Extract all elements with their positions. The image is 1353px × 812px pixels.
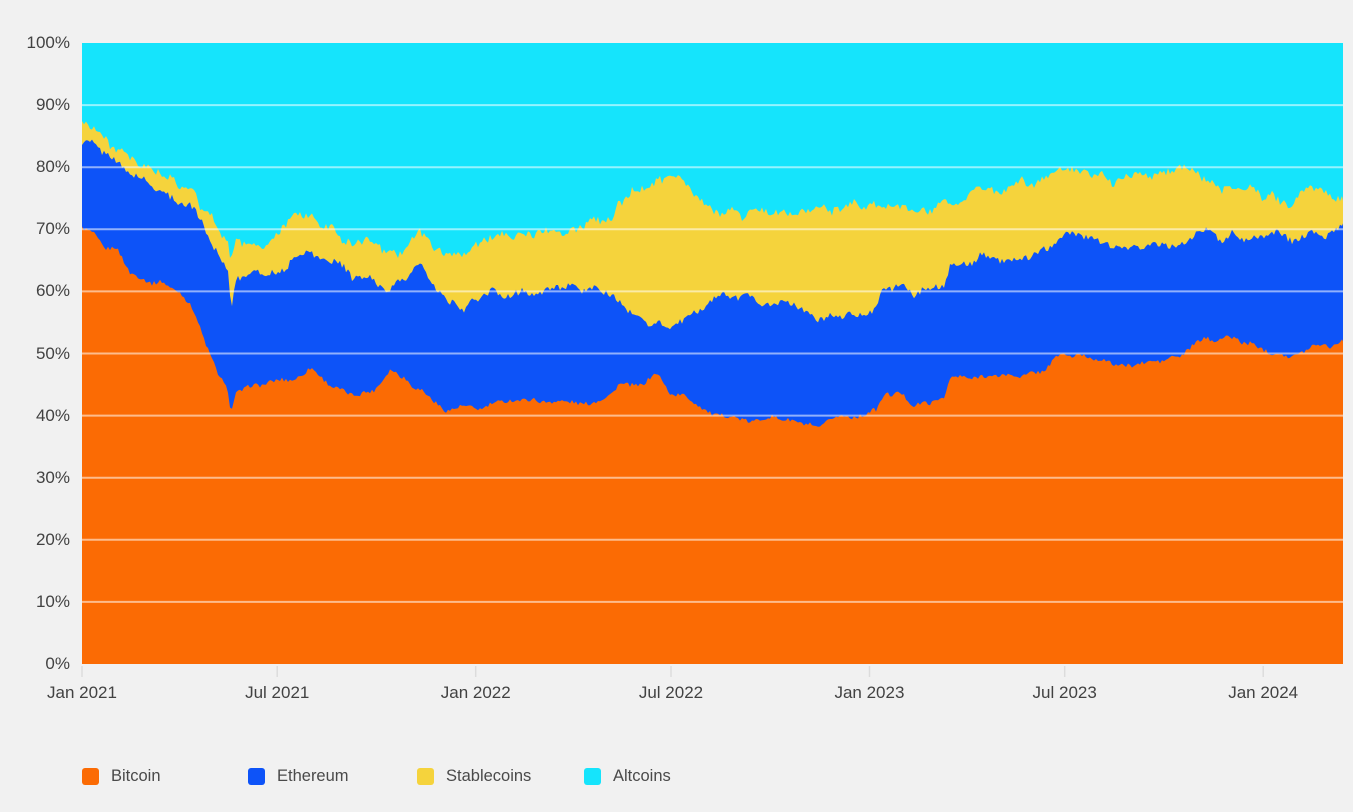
y-tick-label: 50% [35,343,70,363]
x-tick-label: Jan 2022 [440,683,511,702]
chart-legend: Bitcoin Ethereum Stablecoins Altcoins [0,766,1353,788]
stablecoins-swatch-icon [417,767,434,785]
y-tick-label: 0% [45,654,70,673]
legend-label-bitcoin: Bitcoin [111,766,161,785]
bitcoin-swatch-icon [82,767,99,785]
x-tick-label: Jan 2021 [47,683,117,702]
y-tick-label: 30% [35,467,70,487]
y-tick-label: 10% [35,591,70,611]
y-tick-label: 80% [35,157,70,177]
legend-item-stablecoins[interactable]: Stablecoins [417,766,531,786]
y-tick-label: 20% [35,529,70,549]
legend-item-altcoins[interactable]: Altcoins [584,766,671,786]
x-tick-label: Jan 2024 [1228,683,1299,702]
y-tick-label: 40% [35,405,70,425]
x-tick-label: Jul 2021 [245,683,310,702]
ethereum-swatch-icon [248,767,265,785]
x-tick-label: Jan 2023 [834,683,905,702]
y-tick-label: 100% [26,33,70,52]
altcoins-swatch-icon [584,767,601,785]
legend-label-ethereum: Ethereum [277,766,349,785]
y-tick-label: 70% [35,219,70,239]
legend-item-bitcoin[interactable]: Bitcoin [82,766,161,786]
x-tick-label: Jul 2023 [1032,683,1097,702]
y-tick-label: 60% [35,281,70,301]
legend-label-altcoins: Altcoins [613,766,671,785]
y-tick-label: 90% [35,95,70,115]
x-tick-label: Jul 2022 [638,683,704,702]
legend-label-stablecoins: Stablecoins [446,766,532,785]
legend-item-ethereum[interactable]: Ethereum [248,766,349,786]
